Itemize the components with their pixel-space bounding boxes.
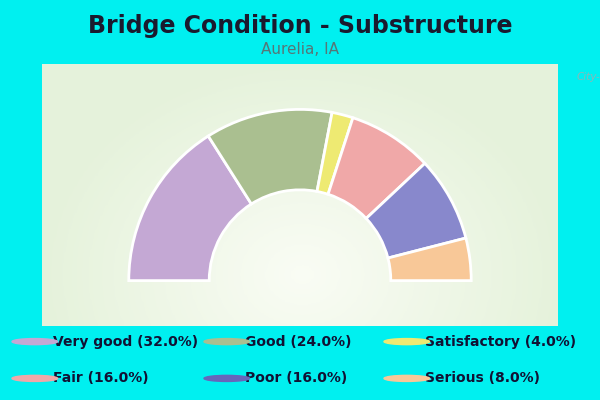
Text: Good (24.0%): Good (24.0%)	[245, 334, 351, 348]
Circle shape	[384, 375, 430, 382]
Text: Satisfactory (4.0%): Satisfactory (4.0%)	[425, 334, 576, 348]
Wedge shape	[129, 136, 251, 281]
Circle shape	[204, 375, 250, 382]
Text: Serious (8.0%): Serious (8.0%)	[425, 371, 540, 386]
Text: Very good (32.0%): Very good (32.0%)	[53, 334, 198, 348]
Text: Poor (16.0%): Poor (16.0%)	[245, 371, 347, 386]
Wedge shape	[208, 109, 332, 204]
Text: City-Data.com: City-Data.com	[577, 72, 600, 82]
Circle shape	[384, 338, 430, 345]
Circle shape	[12, 375, 58, 382]
Text: Fair (16.0%): Fair (16.0%)	[53, 371, 148, 386]
Wedge shape	[366, 164, 466, 258]
Text: Bridge Condition - Substructure: Bridge Condition - Substructure	[88, 14, 512, 38]
Wedge shape	[317, 112, 353, 194]
Text: Aurelia, IA: Aurelia, IA	[261, 42, 339, 58]
Circle shape	[12, 338, 58, 345]
Wedge shape	[388, 238, 471, 281]
Circle shape	[204, 338, 250, 345]
Wedge shape	[328, 118, 425, 218]
